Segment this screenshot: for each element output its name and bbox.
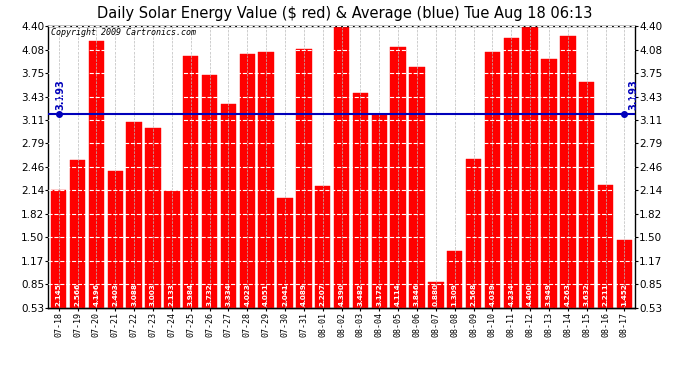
Bar bbox=[504, 38, 519, 308]
Text: 4.263: 4.263 bbox=[565, 283, 571, 306]
Text: 2.207: 2.207 bbox=[319, 283, 326, 306]
Bar bbox=[145, 128, 161, 308]
Text: 3.732: 3.732 bbox=[206, 283, 213, 306]
Text: 2.133: 2.133 bbox=[169, 283, 175, 306]
Text: 3.984: 3.984 bbox=[188, 283, 194, 306]
Bar bbox=[164, 191, 179, 308]
Text: 0.880: 0.880 bbox=[433, 283, 439, 306]
Bar bbox=[466, 159, 482, 308]
Bar bbox=[579, 82, 595, 308]
Bar bbox=[522, 26, 538, 308]
Text: 3.334: 3.334 bbox=[226, 283, 231, 306]
Bar bbox=[409, 66, 425, 308]
Bar bbox=[51, 190, 66, 308]
Bar bbox=[315, 186, 331, 308]
Bar bbox=[353, 93, 368, 308]
Bar bbox=[617, 240, 632, 308]
Bar bbox=[277, 198, 293, 308]
Text: 3.088: 3.088 bbox=[131, 283, 137, 306]
Bar bbox=[541, 59, 557, 308]
Text: 4.400: 4.400 bbox=[527, 283, 533, 306]
Text: 2.211: 2.211 bbox=[602, 283, 609, 306]
Text: 3.172: 3.172 bbox=[376, 283, 382, 306]
Bar bbox=[447, 251, 462, 308]
Bar bbox=[371, 116, 387, 308]
Bar bbox=[560, 36, 575, 308]
Text: 1.309: 1.309 bbox=[452, 283, 457, 306]
Bar bbox=[258, 52, 274, 308]
Text: 3.003: 3.003 bbox=[150, 283, 156, 306]
Text: 2.568: 2.568 bbox=[471, 283, 477, 306]
Text: 2.145: 2.145 bbox=[56, 283, 61, 306]
Bar bbox=[391, 47, 406, 308]
Bar bbox=[428, 282, 444, 308]
Text: 2.566: 2.566 bbox=[75, 283, 81, 306]
Text: 2.403: 2.403 bbox=[112, 283, 118, 306]
Text: 2.041: 2.041 bbox=[282, 283, 288, 306]
Bar bbox=[126, 122, 142, 308]
Text: 3.846: 3.846 bbox=[414, 283, 420, 306]
Bar bbox=[484, 53, 500, 308]
Bar bbox=[183, 57, 199, 308]
Text: 3.949: 3.949 bbox=[546, 283, 552, 306]
Text: 3.632: 3.632 bbox=[584, 283, 590, 306]
Bar bbox=[598, 185, 613, 308]
Bar bbox=[221, 104, 236, 308]
Bar bbox=[201, 75, 217, 308]
Text: 4.390: 4.390 bbox=[339, 283, 344, 306]
Bar bbox=[334, 27, 349, 308]
Bar bbox=[70, 159, 86, 308]
Bar bbox=[296, 49, 312, 308]
Text: 3.193: 3.193 bbox=[628, 80, 638, 110]
Bar bbox=[108, 171, 123, 308]
Text: Copyright 2009 Cartronics.com: Copyright 2009 Cartronics.com bbox=[51, 28, 196, 37]
Text: 3.193: 3.193 bbox=[55, 80, 65, 110]
Text: 4.023: 4.023 bbox=[244, 283, 250, 306]
Text: 3.482: 3.482 bbox=[357, 283, 364, 306]
Text: 4.089: 4.089 bbox=[301, 283, 307, 306]
Text: 4.051: 4.051 bbox=[263, 283, 269, 306]
Bar bbox=[88, 41, 104, 308]
Text: 4.234: 4.234 bbox=[509, 283, 514, 306]
Text: 4.196: 4.196 bbox=[93, 283, 99, 306]
Text: Daily Solar Energy Value ($ red) & Average (blue) Tue Aug 18 06:13: Daily Solar Energy Value ($ red) & Avera… bbox=[97, 6, 593, 21]
Text: 4.039: 4.039 bbox=[489, 283, 495, 306]
Text: 1.452: 1.452 bbox=[622, 283, 627, 306]
Bar bbox=[239, 54, 255, 307]
Text: 4.114: 4.114 bbox=[395, 283, 401, 306]
